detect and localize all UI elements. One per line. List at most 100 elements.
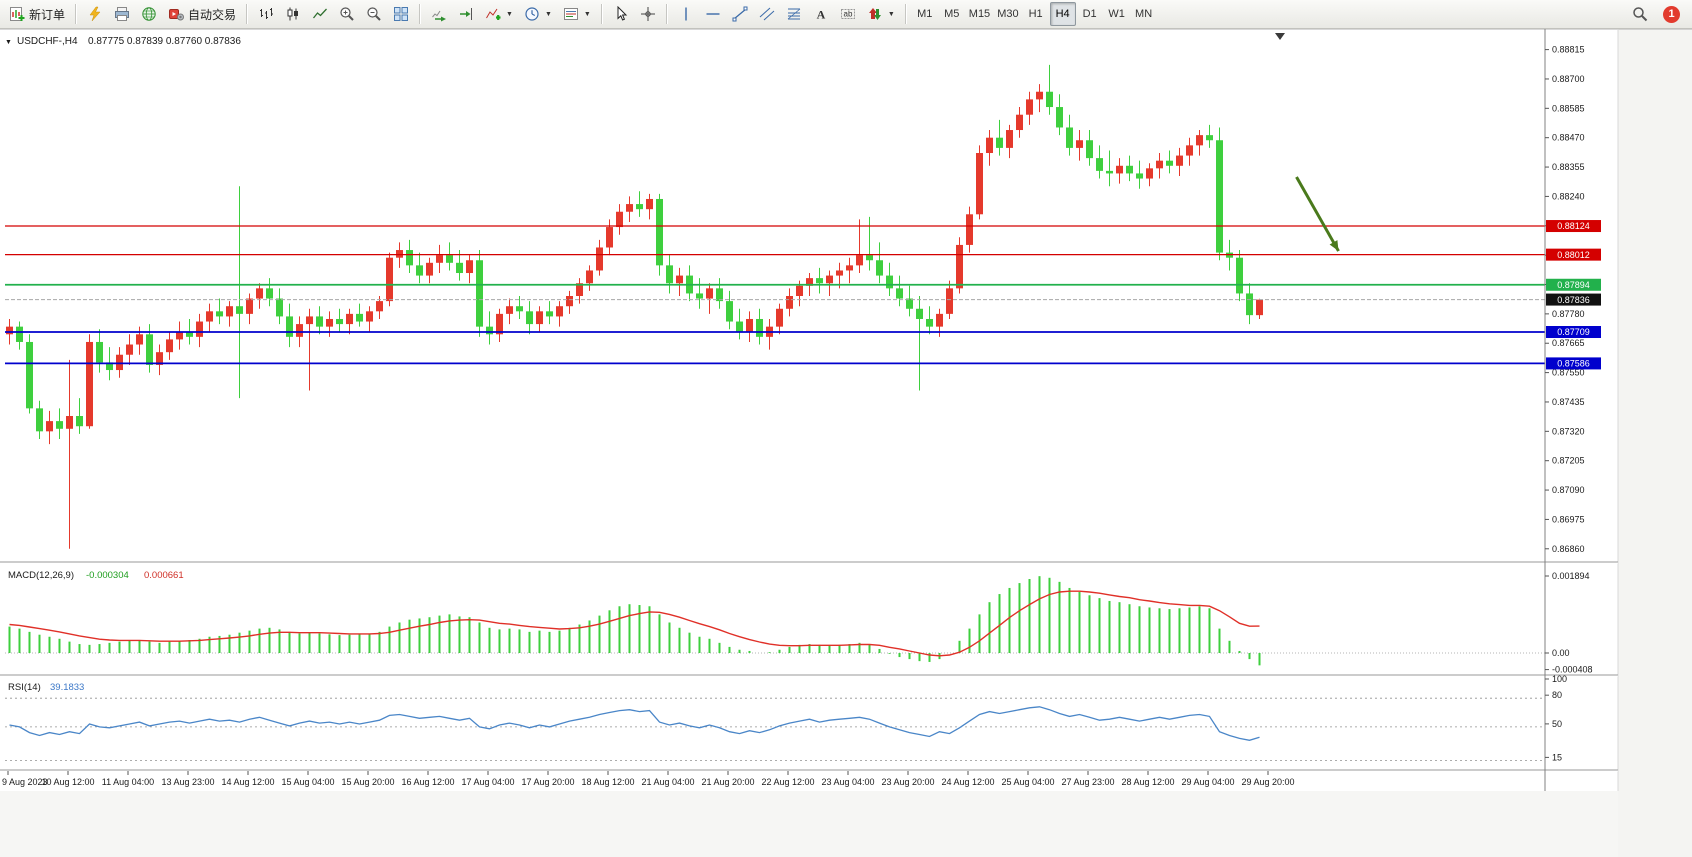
autotrading-icon	[168, 6, 185, 22]
zoom-in-button[interactable]	[334, 2, 360, 26]
svg-text:29 Aug 04:00: 29 Aug 04:00	[1181, 777, 1234, 787]
fibonacci-button[interactable]	[781, 2, 807, 26]
cursor-button[interactable]	[608, 2, 634, 26]
candlestick-mode-button[interactable]	[280, 2, 306, 26]
bar-chart-mode-button[interactable]	[253, 2, 279, 26]
zoom-out-button[interactable]	[361, 2, 387, 26]
new-order-label: 新订单	[29, 7, 66, 22]
svg-text:-0.000408: -0.000408	[1552, 665, 1593, 675]
svg-text:0.88815: 0.88815	[1552, 45, 1585, 55]
svg-text:USDCHF-,H4: USDCHF-,H4	[17, 36, 78, 47]
print-icon	[114, 6, 130, 22]
svg-text:0.88240: 0.88240	[1552, 191, 1585, 201]
chevron-down-icon: ▼	[544, 10, 552, 18]
crosshair-button[interactable]	[635, 2, 661, 26]
refresh-button[interactable]	[136, 2, 162, 26]
pane-separators[interactable]	[0, 561, 1618, 772]
horizontal-line-objects[interactable]	[5, 225, 1545, 365]
globe-icon	[141, 6, 157, 22]
auto-scroll-button[interactable]	[426, 2, 452, 26]
timeframe-m30-button[interactable]: M30	[994, 2, 1021, 26]
svg-text:0.86975: 0.86975	[1552, 514, 1585, 524]
periods-button[interactable]: ▼	[519, 2, 557, 26]
trendline-icon	[732, 6, 748, 22]
arrows-button[interactable]: ▼	[862, 2, 900, 26]
new-order-button[interactable]: 新订单	[4, 2, 70, 26]
crosshair-icon	[640, 6, 656, 22]
print-button[interactable]	[109, 2, 135, 26]
text-button[interactable]: A	[808, 2, 834, 26]
timeframe-m1-button[interactable]: M1	[912, 2, 938, 26]
channel-button[interactable]	[754, 2, 780, 26]
svg-text:0.87205: 0.87205	[1552, 456, 1585, 466]
svg-text:0.88700: 0.88700	[1552, 74, 1585, 84]
trend-arrow-annotation[interactable]	[1295, 176, 1340, 252]
timeframe-m5-button[interactable]: M5	[939, 2, 965, 26]
toolbar-right: 1	[1627, 2, 1688, 26]
toolbar-separator	[904, 4, 907, 24]
new-order-icon	[9, 6, 25, 22]
chart-background	[0, 29, 1692, 857]
chevron-down-icon: ▼	[506, 10, 513, 18]
chart-title: ▼ USDCHF-,H4 0.87775 0.87839 0.87760 0.878…	[5, 36, 241, 47]
trendline-button[interactable]	[727, 2, 753, 26]
timeframe-h4-button[interactable]: H4	[1049, 2, 1076, 26]
templates-button[interactable]: ▼	[558, 2, 596, 26]
timeframe-h1-button[interactable]: H1	[1023, 2, 1049, 26]
svg-text:18 Aug 12:00: 18 Aug 12:00	[581, 777, 634, 787]
svg-text:23 Aug 04:00: 23 Aug 04:00	[821, 777, 874, 787]
horizontal-line-button[interactable]	[700, 2, 726, 26]
svg-text:29 Aug 20:00: 29 Aug 20:00	[1241, 777, 1294, 787]
autotrading-label: 自动交易	[188, 7, 237, 22]
timeframe-mn-button[interactable]: MN	[1131, 2, 1157, 26]
svg-text:21 Aug 20:00: 21 Aug 20:00	[701, 777, 754, 787]
svg-text:0.87435: 0.87435	[1552, 397, 1585, 407]
svg-text:ab: ab	[843, 10, 852, 19]
svg-text:0.87775 0.87839 0.87760 0.8783: 0.87775 0.87839 0.87760 0.87836	[88, 36, 241, 47]
vertical-line-button[interactable]	[673, 2, 699, 26]
svg-text:27 Aug 23:00: 27 Aug 23:00	[1061, 777, 1114, 787]
chart-shift-button[interactable]	[453, 2, 479, 26]
timeframe-d1-button[interactable]: D1	[1077, 2, 1103, 26]
tile-windows-button[interactable]	[388, 2, 414, 26]
search-button[interactable]	[1627, 2, 1653, 26]
timeframe-w1-button[interactable]: W1	[1104, 2, 1130, 26]
text-label-button[interactable]: ab	[835, 2, 861, 26]
svg-text:A: A	[817, 8, 826, 22]
bar-chart-icon	[258, 6, 274, 22]
svg-text:9 Aug 2023: 9 Aug 2023	[2, 777, 48, 787]
macd-pane[interactable]: MACD(12,26,9) -0.000304 0.000661	[5, 570, 1545, 666]
svg-text:0.86860: 0.86860	[1552, 544, 1585, 554]
toolbar-separator	[419, 4, 422, 24]
autotrading-button[interactable]: 自动交易	[163, 2, 241, 26]
svg-text:0.87780: 0.87780	[1552, 309, 1585, 319]
price-badges: 0.88124 0.88012 0.87894 0.87709 0.87586 0.878…	[1546, 220, 1601, 370]
candles-layer	[6, 64, 1263, 549]
svg-text:22 Aug 12:00: 22 Aug 12:00	[761, 777, 814, 787]
timeframe-m15-button[interactable]: M15	[966, 2, 993, 26]
svg-text:100: 100	[1552, 674, 1567, 684]
search-icon	[1632, 6, 1648, 22]
indicators-button[interactable]: ▼	[480, 2, 518, 26]
svg-text:14 Aug 12:00: 14 Aug 12:00	[221, 777, 274, 787]
rsi-pane[interactable]: RSI(14) 39.1833	[5, 682, 1545, 761]
price-axis[interactable]: 0.88815 0.88700 0.88585 0.88470 0.88355 0.882…	[1544, 29, 1593, 791]
svg-text:16 Aug 12:00: 16 Aug 12:00	[401, 777, 454, 787]
svg-text:0.88124: 0.88124	[1557, 221, 1590, 231]
clock-icon	[524, 6, 540, 22]
notification-badge[interactable]: 1	[1663, 5, 1680, 23]
chart-shift-icon	[458, 6, 474, 22]
fibonacci-icon	[786, 6, 802, 22]
svg-text:23 Aug 20:00: 23 Aug 20:00	[881, 777, 934, 787]
toolbar: 新订单 自动交易 ▼ ▼ ▼ A ab ▼ M1 M5 M15 M30 H1 H4 D1 W1…	[0, 0, 1692, 29]
tile-windows-icon	[393, 6, 409, 22]
price-chart-window[interactable]: MACD(12,26,9) -0.000304 0.000661 RSI(14) 39.…	[0, 29, 1692, 857]
metaeditor-button[interactable]	[82, 2, 108, 26]
svg-text:0.001894: 0.001894	[1552, 571, 1590, 581]
line-chart-mode-button[interactable]	[307, 2, 333, 26]
svg-text:39.1833: 39.1833	[50, 682, 84, 693]
text-icon: A	[813, 6, 829, 22]
svg-text:0.000661: 0.000661	[144, 570, 184, 581]
vertical-line-icon	[678, 6, 694, 22]
